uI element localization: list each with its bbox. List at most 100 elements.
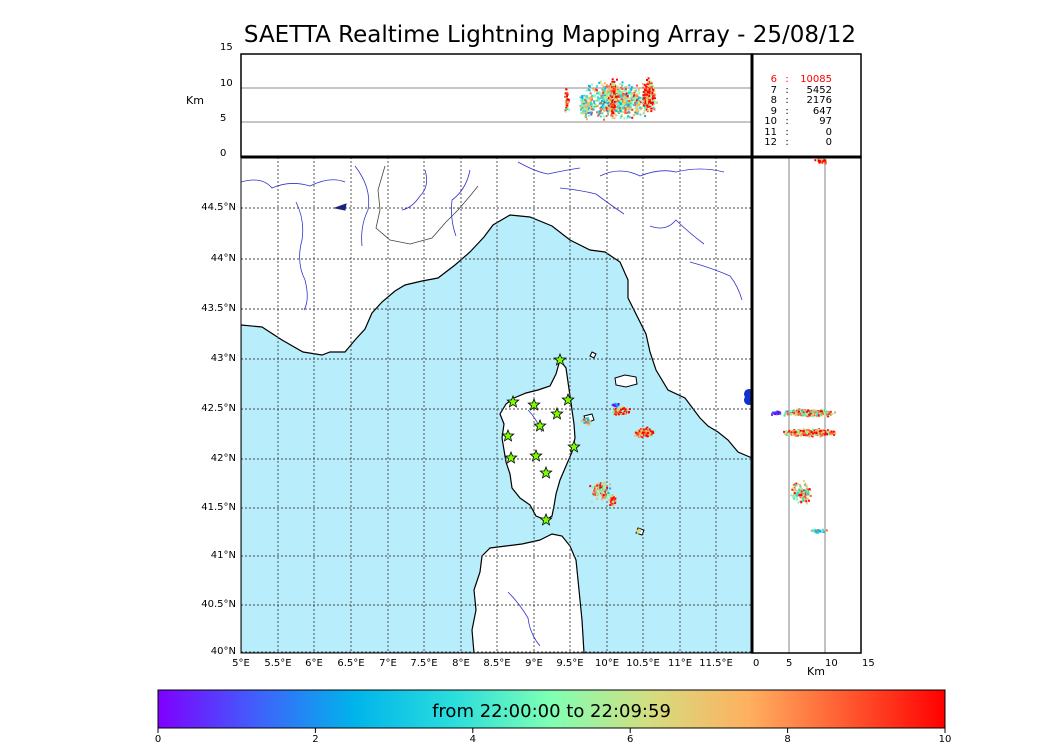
- lightning-point: [609, 83, 612, 85]
- station-id: 9: [770, 105, 777, 117]
- station-counts-panel: [751, 53, 862, 158]
- altitude-latitude-panel[interactable]: [751, 156, 862, 654]
- lon-tick-label: 7°E: [379, 658, 397, 669]
- lightning-point: [628, 97, 631, 100]
- lightning-point: [589, 111, 592, 114]
- lightning-point: [646, 99, 649, 102]
- lightning-point: [650, 107, 653, 110]
- lightning-point: [612, 95, 615, 98]
- lightning-point: [803, 500, 806, 502]
- lightning-point: [606, 490, 609, 492]
- lake: [744, 389, 752, 405]
- station-star-icon: [539, 512, 553, 526]
- map-grid: [241, 157, 752, 653]
- lightning-point: [618, 90, 621, 93]
- station-count: 5452: [806, 84, 832, 96]
- lightning-point: [602, 94, 605, 97]
- lightning-point: [806, 429, 809, 432]
- lightning-point: [606, 496, 608, 499]
- lightning-point: [823, 411, 826, 414]
- lightning-point: [591, 111, 593, 114]
- lightning-point: [809, 430, 812, 433]
- lightning-point: [797, 501, 800, 504]
- lightning-point: [607, 87, 610, 90]
- lightning-point: [621, 84, 624, 87]
- lightning-point: [580, 112, 583, 114]
- lightning-point: [813, 409, 815, 412]
- lightning-point: [798, 428, 801, 431]
- lightning-point: [599, 112, 602, 115]
- station-star-icon: [553, 352, 567, 366]
- lightning-point: [783, 413, 786, 416]
- lightning-point: [622, 100, 625, 103]
- lightning-point: [807, 494, 810, 497]
- lightning-point: [617, 108, 620, 111]
- lightning-point: [797, 412, 800, 415]
- lightning-point: [630, 103, 632, 106]
- lightning-point: [815, 531, 818, 534]
- lightning-point: [613, 105, 616, 108]
- lightning-point: [617, 403, 620, 405]
- lightning-point: [783, 414, 786, 417]
- lightning-point: [644, 101, 647, 104]
- lightning-point: [646, 426, 649, 429]
- lightning-point: [619, 83, 622, 86]
- lightning-point: [814, 431, 817, 434]
- lat-tick-label: 44°N: [210, 253, 236, 264]
- lightning-point: [651, 88, 654, 91]
- lightning-point: [642, 100, 645, 103]
- station-star-icon: [561, 392, 575, 406]
- lightning-point: [630, 88, 633, 91]
- lightning-point: [612, 410, 615, 413]
- lightning-point: [597, 104, 599, 107]
- lightning-point: [621, 94, 624, 97]
- lightning-point: [650, 101, 653, 104]
- lightning-point: [805, 413, 808, 416]
- lightning-point: [826, 413, 829, 416]
- lightning-point: [651, 434, 654, 437]
- lightning-point: [775, 412, 778, 415]
- map-panel[interactable]: [240, 156, 754, 654]
- lightning-point: [630, 95, 633, 98]
- lightning-point: [791, 412, 794, 415]
- lightning-point: [614, 407, 617, 410]
- lightning-point: [611, 80, 614, 83]
- lightning-point: [813, 528, 816, 531]
- lightning-point: [621, 81, 624, 84]
- station-star-icon: [539, 465, 553, 479]
- lightning-point: [801, 410, 804, 413]
- lightning-point: [592, 107, 595, 110]
- lightning-point: [790, 431, 793, 434]
- lightning-point: [614, 107, 617, 110]
- lightning-point: [604, 86, 607, 89]
- lightning-point: [612, 403, 615, 406]
- lightning-point: [564, 110, 567, 113]
- lightning-point: [623, 106, 626, 109]
- lightning-point: [588, 420, 591, 423]
- lightning-point: [799, 485, 802, 488]
- lightning-point: [804, 430, 807, 433]
- lightning-point: [628, 105, 631, 108]
- lightning-point: [586, 103, 589, 106]
- lightning-point: [801, 488, 804, 491]
- lightning-point: [611, 90, 614, 93]
- lightning-point: [606, 110, 609, 113]
- lightning-point: [650, 430, 653, 433]
- lightning-point: [646, 79, 648, 81]
- lightning-point: [624, 109, 627, 112]
- lightning-point: [811, 409, 814, 412]
- lightning-point: [593, 102, 596, 105]
- lightning-point: [642, 86, 645, 89]
- lightning-point: [633, 99, 636, 102]
- right-alt-tick-10: 10: [825, 658, 838, 669]
- lightning-point: [600, 109, 602, 112]
- lightning-point: [599, 115, 602, 118]
- lightning-point: [811, 435, 814, 438]
- lightning-point: [610, 497, 613, 500]
- lightning-point: [799, 432, 802, 435]
- lightning-point: [601, 104, 604, 107]
- lightning-point: [795, 432, 798, 435]
- lightning-point: [645, 427, 648, 430]
- altitude-longitude-panel[interactable]: [240, 53, 753, 158]
- lightning-point: [793, 494, 796, 497]
